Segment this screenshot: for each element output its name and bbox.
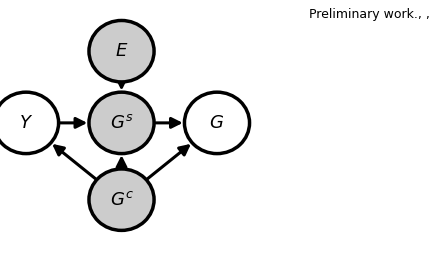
Text: Preliminary work., ,: Preliminary work., , xyxy=(309,8,430,21)
Text: $G$: $G$ xyxy=(210,114,224,132)
Text: $Y$: $Y$ xyxy=(19,114,33,132)
Ellipse shape xyxy=(89,92,154,154)
Ellipse shape xyxy=(184,92,250,154)
Ellipse shape xyxy=(89,20,154,82)
Text: $E$: $E$ xyxy=(115,42,128,60)
Text: $G^s$: $G^s$ xyxy=(110,114,133,132)
Text: $G^c$: $G^c$ xyxy=(109,191,134,209)
Ellipse shape xyxy=(89,169,154,230)
Ellipse shape xyxy=(0,92,59,154)
